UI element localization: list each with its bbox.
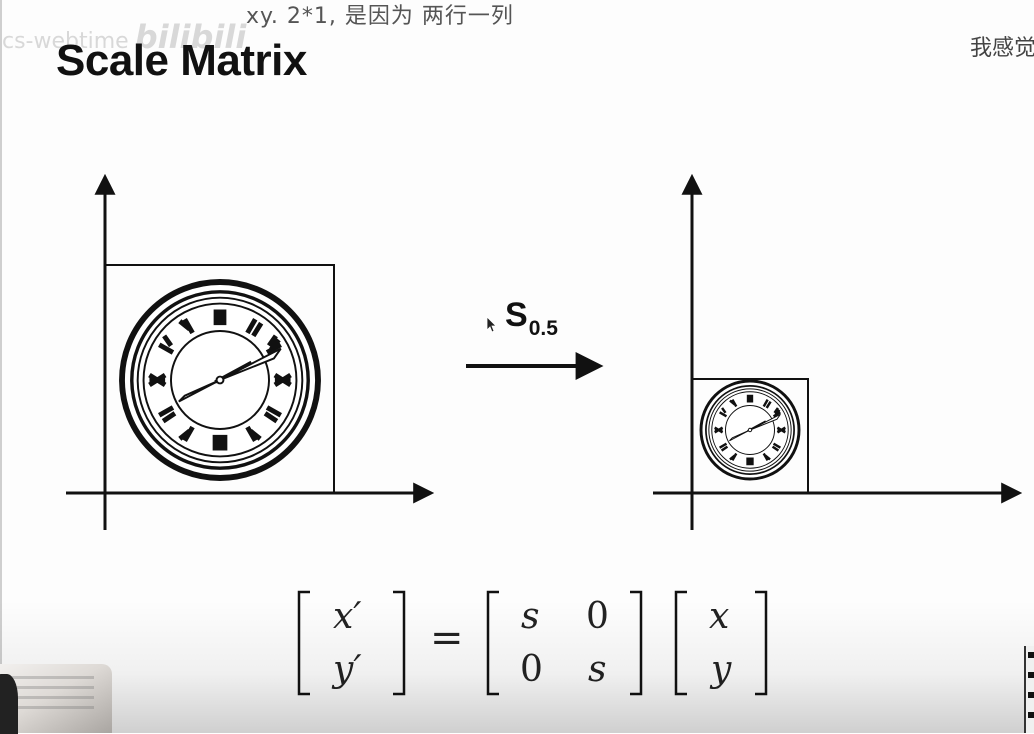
equals-sign: =	[430, 615, 464, 661]
unit-square-scaled	[691, 378, 809, 494]
scaled-diagram	[653, 173, 1023, 530]
presenter-webcam	[0, 664, 112, 734]
slide-left-border	[0, 0, 2, 733]
original-diagram	[66, 173, 435, 530]
scale-factor: 0.5	[528, 317, 558, 340]
danmaku-comment-right: 我感觉	[970, 36, 1034, 61]
mouse-pointer-icon	[486, 316, 497, 333]
clock-icon	[699, 379, 801, 481]
input-x: x	[709, 596, 730, 637]
matrix-cell-0-1: 0	[586, 596, 609, 637]
unit-square-original	[104, 264, 335, 494]
clock-icon	[122, 282, 318, 478]
input-y: y	[711, 649, 732, 690]
output-y-prime: y′	[333, 649, 362, 690]
scale-symbol: S	[505, 296, 528, 334]
danmaku-comment-top: xy. 2*1, 是因为 两行一列	[246, 4, 514, 29]
presenter-silhouette	[0, 674, 18, 734]
matrix-cell-1-0: 0	[520, 649, 543, 690]
matrix-cell-0-0: s	[521, 596, 540, 637]
video-watermark: cs-webtime bilibili	[2, 18, 246, 56]
scale-transform-label: S0.5	[505, 296, 558, 341]
bilibili-logo: bilibili	[134, 18, 247, 56]
watermark-text: cs-webtime	[2, 29, 129, 54]
matrix-brackets	[297, 590, 768, 696]
right-edge-overlay	[1024, 646, 1034, 733]
matrix-cell-1-1: s	[588, 649, 607, 690]
output-x-prime: x′	[333, 596, 362, 637]
slide-title: Scale Matrix	[56, 36, 307, 85]
